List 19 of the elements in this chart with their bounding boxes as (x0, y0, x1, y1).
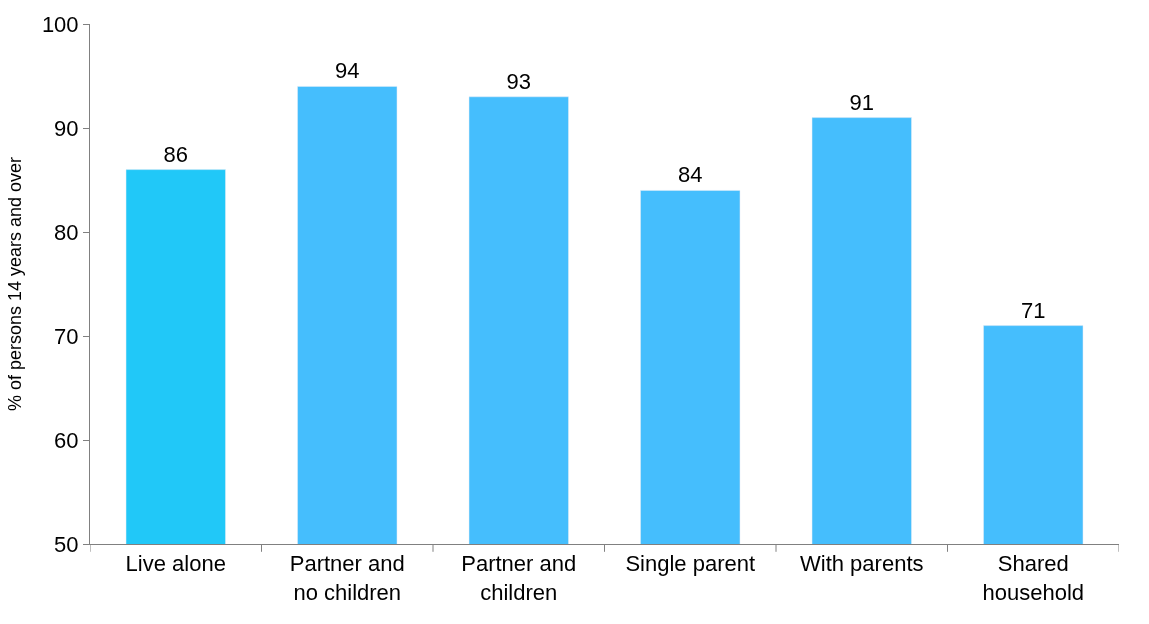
data-label: 71 (1021, 297, 1046, 323)
y-tick-label: 100 (41, 11, 79, 37)
x-tick-label: Live alone (125, 551, 226, 577)
x-tick-label: Shared household (982, 551, 1085, 605)
y-tick-label: 60 (54, 427, 79, 453)
data-label: 84 (678, 162, 703, 188)
y-tick-label: 90 (54, 115, 79, 141)
x-tick-label: With parents (800, 551, 924, 577)
y-axis-title: % of persons 14 years and over (5, 156, 26, 412)
y-tick-label: 50 (54, 531, 79, 557)
data-label: 94 (335, 58, 360, 84)
x-tick-label: Partner and no children (289, 551, 405, 605)
y-tick-label: 70 (54, 323, 79, 349)
x-tick-label: Partner and children (461, 551, 577, 605)
y-tick-label: 80 (54, 219, 79, 245)
x-tick-label: Single parent (625, 551, 756, 577)
data-label: 91 (849, 89, 874, 115)
data-label: 93 (506, 68, 531, 94)
data-label: 86 (163, 141, 188, 167)
